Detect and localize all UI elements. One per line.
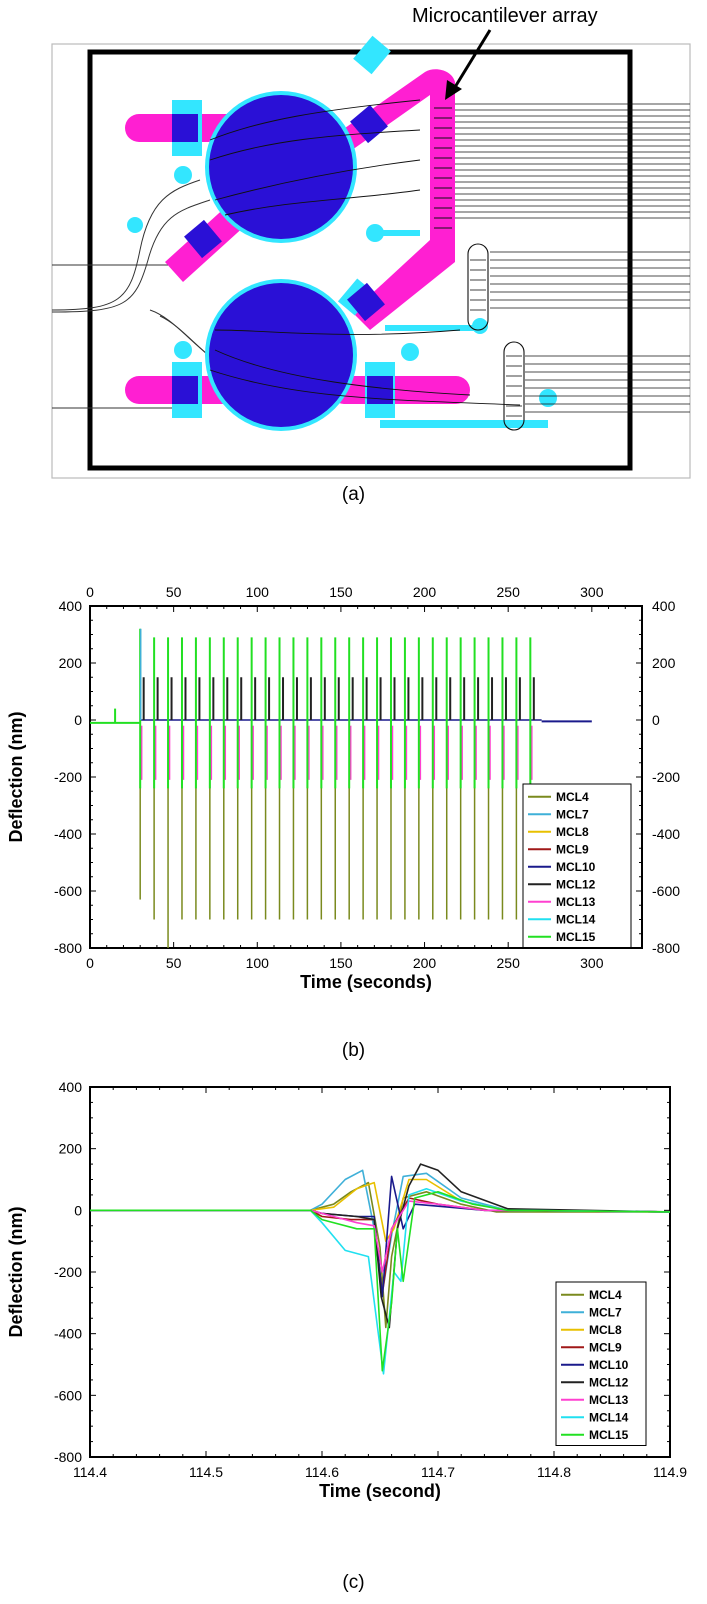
- y-tick-label: -800: [54, 1449, 82, 1465]
- y-axis-label: Deflection (nm): [6, 1206, 26, 1337]
- y-tick-label: -400: [54, 826, 82, 842]
- legend-label-mcl4: MCL4: [589, 1288, 622, 1302]
- y-tick-label-right: -400: [652, 826, 680, 842]
- y-tick-label-right: 400: [652, 598, 676, 614]
- reaction-chambers: [205, 91, 357, 431]
- x-tick-label: 0: [86, 955, 94, 971]
- legend-label-mcl8: MCL8: [589, 1323, 622, 1337]
- x-tick-label-top: 200: [413, 584, 437, 600]
- legend-label-mcl4: MCL4: [556, 790, 589, 804]
- chart-c-panel: 114.4 114.5 114.6 114.7 114.8 114.9 400 200 0 -20…: [0, 1079, 707, 1599]
- legend-label-mcl15: MCL15: [556, 930, 596, 944]
- legend-label-mcl13: MCL13: [556, 895, 596, 909]
- legend-label-mcl14: MCL14: [556, 912, 596, 926]
- electrode-pads: [172, 104, 393, 404]
- x-tick-label-top: 250: [497, 584, 521, 600]
- y-tick-label: 200: [59, 1141, 83, 1157]
- holder-rungs: [470, 259, 522, 417]
- y-tick-label: -200: [54, 1264, 82, 1280]
- annotation-arrow: [450, 29, 492, 93]
- series-line-mcl4: [90, 1181, 670, 1329]
- cantilever-lines: [455, 103, 690, 413]
- caption-b: (b): [341, 1040, 366, 1061]
- x-tick-label-top: 100: [246, 584, 270, 600]
- caption-c: (c): [342, 1572, 365, 1593]
- legend-label-mcl8: MCL8: [556, 825, 589, 839]
- x-axis-label: Time (second): [319, 1481, 441, 1501]
- y-tick-label: -400: [54, 1326, 82, 1342]
- x-tick-label: 200: [413, 955, 437, 971]
- y-tick-label: -200: [54, 769, 82, 785]
- legend-label-mcl12: MCL12: [589, 1375, 629, 1389]
- y-tick-label-right: -600: [652, 883, 680, 899]
- y-tick-label: 0: [74, 712, 82, 728]
- y-tick-label: 200: [59, 655, 83, 671]
- legend-label-mcl13: MCL13: [589, 1393, 629, 1407]
- legend-label-mcl14: MCL14: [589, 1410, 629, 1424]
- y-tick-label-right: -800: [652, 940, 680, 956]
- legend-label-mcl7: MCL7: [556, 807, 589, 821]
- array-rungs: [434, 107, 452, 229]
- caption-a: (a): [341, 484, 366, 505]
- fan-out-traces: [209, 99, 521, 406]
- y-tick-label: 0: [74, 1202, 82, 1218]
- deflection-zoom-chart: 114.4 114.5 114.6 114.7 114.8 114.9 400 200 0 -20…: [6, 1079, 687, 1501]
- annotation-label: Microcantilever array: [412, 5, 598, 27]
- legend-label-mcl10: MCL10: [556, 860, 596, 874]
- y-tick-label-right: 0: [652, 712, 660, 728]
- x-tick-label: 300: [580, 955, 604, 971]
- x-tick-label: 114.4: [73, 1464, 107, 1480]
- legend-label-mcl15: MCL15: [589, 1428, 629, 1442]
- legend-label-mcl9: MCL9: [589, 1340, 622, 1354]
- legend-label-mcl12: MCL12: [556, 877, 596, 891]
- x-tick-label-top: 150: [329, 584, 353, 600]
- legend-label-mcl7: MCL7: [589, 1305, 622, 1319]
- x-tick-label: 114.5: [189, 1464, 223, 1480]
- series-line-mcl13: [90, 1200, 671, 1273]
- x-tick-label-top: 0: [86, 584, 94, 600]
- legend-label-mcl9: MCL9: [556, 842, 589, 856]
- legend-label-mcl10: MCL10: [589, 1358, 629, 1372]
- x-axis-label: Time (seconds): [300, 972, 432, 992]
- x-tick-label: 100: [246, 955, 270, 971]
- cantilever-holders: [467, 243, 525, 431]
- x-tick-label: 250: [497, 955, 521, 971]
- y-tick-label-right: -200: [652, 769, 680, 785]
- chart-b-panel: 0 0 50 50 100 100 150 150 200 200 250 250 300 300 400 4…: [0, 560, 707, 1065]
- microfluidic-device-diagram: Microcantilever array: [51, 5, 691, 479]
- y-tick-label: -600: [54, 883, 82, 899]
- y-tick-label: -600: [54, 1387, 82, 1403]
- y-tick-label-right: 200: [652, 655, 676, 671]
- x-tick-label-top: 50: [166, 584, 182, 600]
- x-tick-label: 114.7: [421, 1464, 455, 1480]
- x-tick-label: 114.8: [537, 1464, 571, 1480]
- x-tick-label: 114.9: [653, 1464, 687, 1480]
- y-tick-label: -800: [54, 940, 82, 956]
- arrow-head: [445, 80, 462, 100]
- device-schematic-panel: Microcantilever array (a): [0, 0, 707, 510]
- x-tick-label: 150: [329, 955, 353, 971]
- series-line-mcl15: [90, 1191, 671, 1372]
- y-tick-label: 400: [59, 1080, 83, 1095]
- deflection-time-chart: 0 0 50 50 100 100 150 150 200 200 250 250 300 300 400 4…: [6, 584, 680, 992]
- x-tick-label: 50: [166, 955, 182, 971]
- x-tick-label-top: 300: [580, 584, 604, 600]
- x-tick-label: 114.6: [305, 1464, 339, 1480]
- y-tick-label: 400: [59, 598, 83, 614]
- y-axis-label: Deflection (nm): [6, 711, 26, 842]
